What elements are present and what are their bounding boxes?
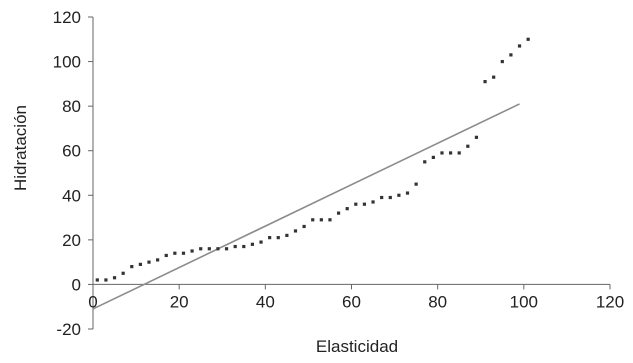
x-tick-label: 40 xyxy=(256,292,275,311)
y-axis-label: Hidratación xyxy=(11,105,30,191)
data-point xyxy=(362,202,367,206)
y-tick-label: 120 xyxy=(53,8,81,27)
data-point xyxy=(457,151,461,155)
x-tick-label: 80 xyxy=(428,292,447,311)
data-point xyxy=(397,193,401,197)
y-tick-label: 20 xyxy=(62,231,81,250)
x-tick-label: 120 xyxy=(596,292,624,311)
data-point xyxy=(121,271,125,275)
data-point xyxy=(466,144,470,148)
data-point xyxy=(517,44,522,48)
data-point xyxy=(112,276,117,280)
data-point xyxy=(354,202,358,206)
y-tick-label: 0 xyxy=(72,275,81,294)
data-point xyxy=(440,151,444,155)
data-point xyxy=(181,251,186,255)
y-tick-label: 100 xyxy=(53,53,81,72)
data-point xyxy=(500,59,504,64)
data-point xyxy=(233,244,237,249)
data-point xyxy=(216,247,220,251)
data-point xyxy=(190,249,194,253)
y-tick-label: -20 xyxy=(56,320,81,339)
data-point xyxy=(380,195,384,200)
data-point xyxy=(526,37,530,41)
data-point xyxy=(371,200,375,204)
data-point xyxy=(302,224,306,229)
data-point xyxy=(224,247,229,251)
y-tick-label: 80 xyxy=(62,97,81,116)
data-point xyxy=(345,207,349,211)
x-tick-label: 100 xyxy=(510,292,538,311)
data-point xyxy=(173,251,177,255)
data-point xyxy=(509,53,513,57)
data-point xyxy=(104,278,108,282)
x-axis-label: Elasticidad xyxy=(316,337,398,356)
trendline xyxy=(92,103,520,310)
data-point xyxy=(474,135,479,139)
data-point xyxy=(492,75,496,79)
data-point xyxy=(336,211,341,215)
data-point xyxy=(156,258,160,262)
data-point xyxy=(448,151,453,155)
x-tick-label: 20 xyxy=(170,292,189,311)
data-point xyxy=(414,182,418,186)
data-point xyxy=(138,262,142,266)
data-point xyxy=(423,160,427,164)
data-point xyxy=(328,218,332,222)
data-point xyxy=(130,265,134,269)
data-point xyxy=(293,229,298,233)
data-point xyxy=(319,218,323,222)
axes: -20 0 20 40 60 80 100 120 0 20 40 60 80 100 120 xyxy=(53,8,625,339)
data-point xyxy=(147,260,151,264)
data-point xyxy=(95,278,99,282)
y-tick-label: 60 xyxy=(62,142,81,161)
data-point xyxy=(311,218,315,222)
data-point xyxy=(405,191,410,195)
x-tick-label: 60 xyxy=(342,292,361,311)
data-point xyxy=(207,247,211,251)
data-point xyxy=(388,195,392,200)
data-point xyxy=(250,242,255,246)
data-point xyxy=(268,236,272,240)
data-point xyxy=(483,80,487,84)
data-point xyxy=(199,247,203,251)
trendline-layer xyxy=(92,103,520,310)
data-points xyxy=(95,37,530,282)
x-tick-label: 0 xyxy=(88,292,97,311)
data-point xyxy=(164,253,168,258)
y-tick-label: 40 xyxy=(62,186,81,205)
data-point xyxy=(259,240,263,244)
data-point xyxy=(285,233,289,237)
axis-labels: Elasticidad Hidratación xyxy=(11,105,398,356)
data-point xyxy=(431,155,435,159)
data-point xyxy=(242,244,246,249)
data-point xyxy=(276,236,280,240)
